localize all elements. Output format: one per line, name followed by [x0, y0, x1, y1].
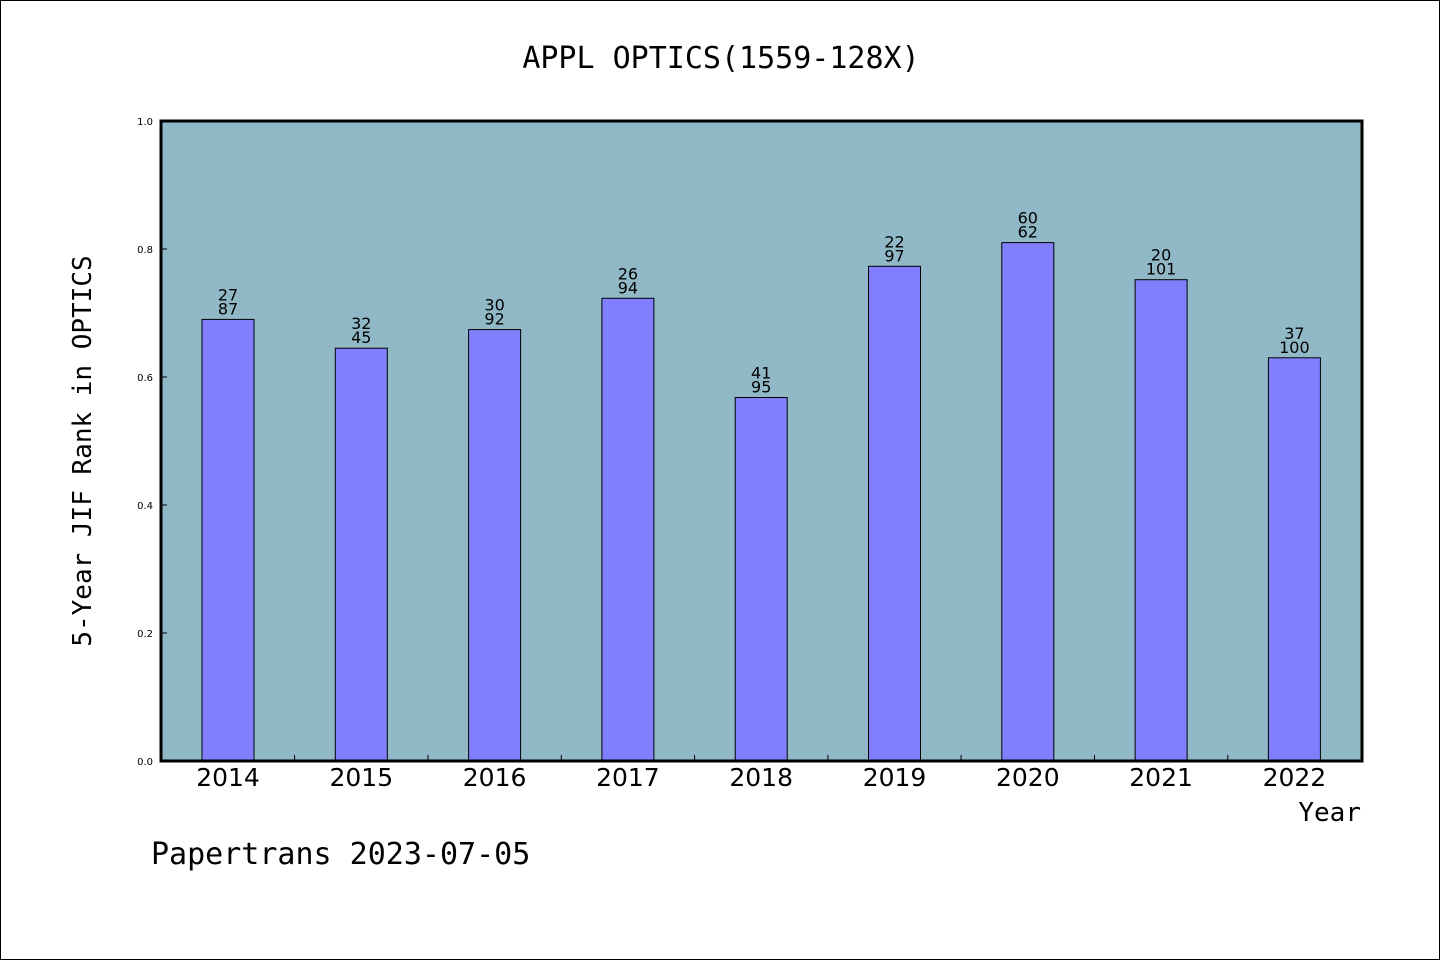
- total-label-2019: 97: [884, 246, 904, 265]
- plot-border: [159, 119, 1364, 763]
- rank-label-2019: 22: [884, 232, 904, 251]
- y-tick-0.0: 0.0: [137, 757, 153, 768]
- y-tick-0.8: 0.8: [137, 245, 153, 256]
- x-tick-2014: 2014: [196, 763, 260, 792]
- bar-2016: [468, 329, 522, 762]
- total-label-2022: 100: [1279, 338, 1310, 357]
- rank-label-2022: 37: [1284, 324, 1304, 343]
- total-label-2020: 62: [1018, 223, 1038, 242]
- bar-2014: [201, 318, 255, 762]
- rank-label-2016: 30: [484, 296, 504, 315]
- x-tick-2016: 2016: [463, 763, 527, 792]
- total-label-2016: 92: [484, 310, 504, 329]
- rank-label-2014: 27: [218, 285, 238, 304]
- rank-label-2021: 20: [1151, 246, 1171, 265]
- x-tick-2021: 2021: [1129, 763, 1193, 792]
- y-axis-ticks: 0.0 0.2 0.4 0.6 0.8 1.0: [137, 117, 167, 768]
- total-label-2018: 95: [751, 378, 771, 397]
- y-tick-0.6: 0.6: [137, 373, 153, 384]
- total-label-2017: 94: [618, 278, 638, 297]
- rank-label-2018: 41: [751, 364, 771, 383]
- total-label-2014: 87: [218, 299, 238, 318]
- bar-2020: [1001, 242, 1055, 762]
- x-axis-label: Year: [1298, 798, 1361, 828]
- rank-label-2015: 32: [351, 314, 371, 333]
- total-label-2015: 45: [351, 328, 371, 347]
- x-tick-2015: 2015: [329, 763, 393, 792]
- rank-label-2017: 26: [618, 264, 638, 283]
- y-tick-0.4: 0.4: [137, 501, 153, 512]
- x-axis-ticks: 2014 2015 2016 2017 2018 2019 2020 2021 2022: [196, 755, 1326, 792]
- x-tick-2020: 2020: [996, 763, 1060, 792]
- bar-2022: [1267, 357, 1321, 762]
- x-tick-2019: 2019: [863, 763, 927, 792]
- x-tick-2017: 2017: [596, 763, 660, 792]
- chart-title: APPL OPTICS(1559-128X): [522, 41, 919, 76]
- y-axis-label: 5-Year JIF Rank in OPTICS: [68, 255, 98, 646]
- y-tick-1.0: 1.0: [137, 117, 153, 128]
- footer-note: Papertrans 2023-07-05: [151, 837, 530, 872]
- bar-2019: [868, 265, 921, 762]
- bar-2015: [334, 347, 388, 762]
- total-label-2021: 101: [1146, 260, 1177, 279]
- bar-2021: [1134, 279, 1188, 762]
- x-tick-2018: 2018: [729, 763, 793, 792]
- bars-layer: [201, 242, 1321, 762]
- bar-2018: [734, 397, 788, 762]
- y-tick-0.2: 0.2: [137, 629, 153, 640]
- x-tick-2022: 2022: [1263, 763, 1327, 792]
- rank-label-2020: 60: [1018, 209, 1038, 228]
- bar-2017: [601, 297, 655, 762]
